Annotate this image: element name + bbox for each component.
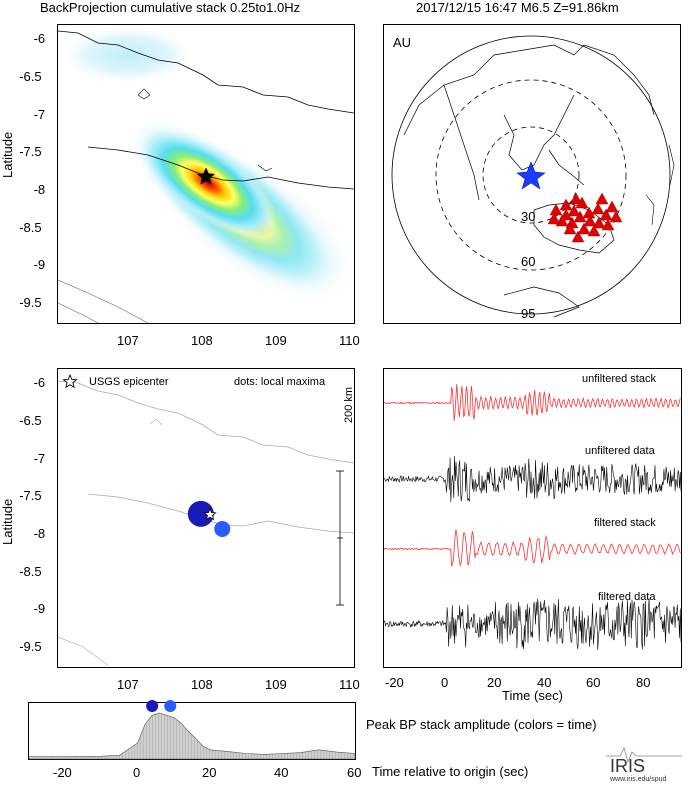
peak-xtick-3: 40: [274, 765, 289, 780]
station-triangle-22: [569, 192, 583, 205]
maxima-xtick-2: 109: [265, 677, 287, 692]
maxima-ytick-7: -9.5: [19, 639, 42, 654]
svg-text:IRIS: IRIS: [610, 756, 645, 776]
station-triangle-20: [609, 210, 623, 223]
trace-label-unfiltered-data: unfiltered data: [585, 445, 655, 457]
heatmap-xtick-1: 108: [191, 333, 213, 348]
legend-star-icon: [62, 373, 78, 389]
maxima-ytick-0: -6: [33, 375, 46, 390]
maxima-ytick-3: -7.5: [19, 488, 42, 503]
trace-label-unfiltered-stack: unfiltered stack: [582, 373, 656, 385]
peak-xtick-0: -20: [53, 765, 72, 780]
scale-bar-label: 200 km: [343, 386, 355, 423]
iris-logo: IRIS www.iris.edu/spud: [606, 740, 682, 783]
station-triangle-12: [605, 200, 619, 213]
maxima-ylabel: Latitude: [0, 498, 15, 545]
epicenter-star-icon: [203, 507, 217, 521]
heatmap-ytick-2: -7: [33, 107, 46, 122]
maxima-dot-1: [214, 520, 231, 537]
traces-xtick-2: 20: [487, 675, 502, 690]
traces-xtick-4: 60: [586, 675, 601, 690]
peak-xtick-1: 0: [133, 765, 141, 780]
maxima-xtick-0: 107: [117, 677, 139, 692]
legend-epicenter-label: USGS epicenter: [89, 376, 169, 388]
ring-label-30: 30: [521, 209, 536, 224]
station-triangle-0: [549, 203, 563, 216]
station-triangle-2: [567, 204, 581, 217]
peak-amplitude-area: [28, 712, 356, 760]
traces-xtick-1: 0: [441, 675, 449, 690]
ring-label-60: 60: [521, 254, 536, 269]
unfiltered-data-trace: [384, 455, 681, 503]
heatmap-ytick-5: -8.5: [19, 220, 42, 235]
maxima-xtick-3: 110: [339, 677, 360, 692]
maxima-dot-0: [187, 500, 214, 527]
network-label: AU: [393, 35, 412, 50]
station-triangle-21: [595, 192, 609, 205]
peak-xtick-2: 20: [202, 765, 217, 780]
maxima-xtick-1: 108: [191, 677, 213, 692]
heatmap-xtick-0: 107: [117, 333, 139, 348]
station-triangle-16: [571, 230, 585, 243]
trace-label-filtered-data: filtered data: [598, 591, 656, 603]
heatmap-ytick-1: -6.5: [19, 69, 42, 84]
heatmap-xtick-3: 110: [339, 333, 360, 348]
heatmap-ytick-6: -9: [33, 257, 46, 272]
ring-label-95: 95: [521, 306, 536, 321]
event-info: 2017/12/15 16:47 M6.5 Z=91.86km: [416, 0, 619, 15]
peak-plot-area: [28, 700, 356, 760]
maxima-ytick-5: -8.5: [19, 564, 42, 579]
maxima-dots: [187, 500, 231, 537]
peak-title: Peak BP stack amplitude (colors = time): [366, 717, 597, 732]
traces-xtick-3: 40: [537, 675, 552, 690]
global-map-panel: AU 30 60 95: [383, 24, 681, 324]
filtered-stack-trace: [384, 529, 681, 567]
station-triangle-11: [592, 216, 606, 229]
legend-dots-label: dots: local maxima: [234, 376, 326, 388]
station-triangle-15: [587, 224, 601, 237]
peak-dot-1: [164, 700, 177, 712]
filtered-data-trace: [384, 598, 681, 650]
station-triangle-6: [599, 208, 613, 221]
station-triangle-13: [563, 222, 577, 235]
station-triangle-1: [559, 198, 573, 211]
traces-plot-area: unfiltered stack unfiltered data filtere…: [383, 368, 682, 668]
maxima-ytick-1: -6.5: [19, 413, 42, 428]
maxima-ytick-6: -9: [33, 601, 46, 616]
station-triangle-18: [547, 212, 561, 225]
peak-dot-0: [146, 700, 159, 712]
heatmap-ytick-7: -9.5: [19, 295, 42, 310]
station-triangle-5: [591, 202, 605, 215]
maxima-ytick-2: -7: [33, 451, 46, 466]
station-triangle-10: [583, 214, 597, 227]
station-triangle-17: [559, 208, 573, 221]
peak-xtick-4: 60: [347, 765, 362, 780]
heatmap-ytick-3: -7.5: [19, 144, 42, 159]
epicenter-star-icon: [196, 167, 216, 185]
traces-xtick-5: 80: [636, 675, 651, 690]
traces-xtick-0: -20: [385, 675, 404, 690]
station-triangle-19: [601, 218, 615, 231]
svg-text:www.iris.edu/spud: www.iris.edu/spud: [609, 776, 667, 782]
maxima-ytick-4: -8: [33, 526, 46, 541]
heatmap-ylabel: Latitude: [0, 131, 15, 178]
peak-time-dots: [146, 700, 177, 712]
traces-xlabel: Time (sec): [502, 688, 563, 703]
heatmap-ytick-0: -6: [33, 31, 46, 46]
heatmap-xtick-2: 109: [265, 333, 287, 348]
station-markers: [547, 192, 623, 243]
trace-label-filtered-stack: filtered stack: [594, 517, 656, 529]
maxima-plot-area: USGS epicenter dots: local maxima 200 km: [57, 368, 355, 668]
station-triangle-9: [573, 210, 587, 223]
source-star-icon: [516, 161, 546, 190]
heatmap-ytick-4: -8: [33, 182, 46, 197]
unfiltered-stack-trace: [384, 383, 681, 422]
heatmap-plot-area: [57, 24, 355, 324]
peak-xlabel: Time relative to origin (sec): [372, 764, 529, 779]
plot-title: BackProjection cumulative stack 0.25to1.…: [40, 0, 301, 15]
station-triangle-14: [577, 222, 591, 235]
